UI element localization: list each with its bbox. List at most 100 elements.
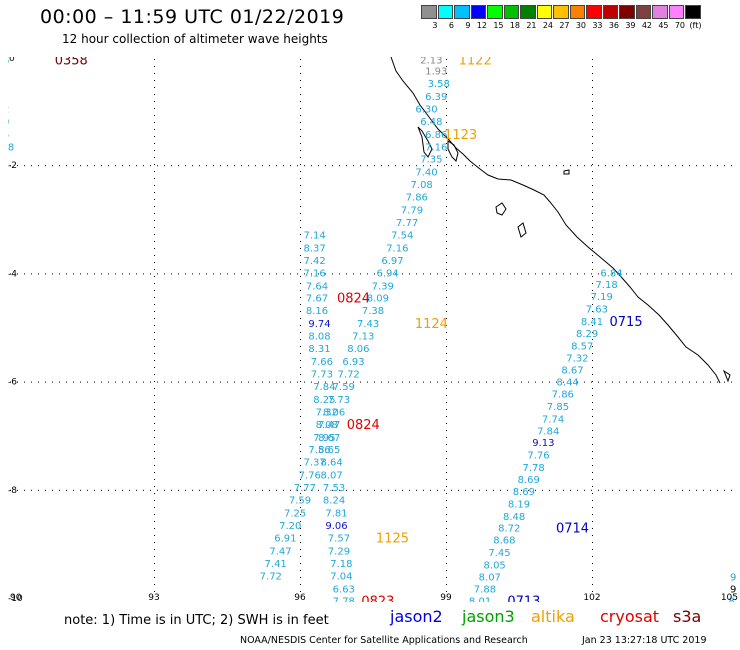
grid-dot: [592, 248, 593, 249]
grid-dot: [300, 542, 301, 543]
grid-dot: [592, 311, 593, 312]
grid-dot: [154, 416, 155, 417]
grid-dot: [300, 276, 301, 277]
grid-dot: [446, 143, 447, 144]
grid-dot: [592, 577, 593, 578]
grid-dot: [269, 381, 270, 383]
x-tick-label: 105: [721, 593, 738, 602]
grid-dot: [592, 234, 593, 235]
grid-dot: [446, 73, 447, 74]
wave-height-label: 7.79: [401, 206, 423, 217]
grid-dot: [38, 489, 39, 491]
wave-height-label: 7.86: [552, 390, 574, 401]
grid-dot: [66, 489, 67, 491]
footer-credit: NOAA/NESDIS Center for Satellite Applica…: [240, 635, 528, 646]
grid-dot: [528, 273, 529, 275]
wave-height-label: 8.05: [484, 560, 506, 571]
wave-height-label: 6.63: [333, 584, 355, 595]
grid-dot: [154, 381, 155, 382]
grid-dot: [206, 381, 207, 383]
grid-dot: [154, 206, 155, 207]
grid-dot: [360, 381, 361, 383]
grid-dot: [300, 262, 301, 263]
grid-dot: [703, 381, 704, 383]
grid-dot: [227, 381, 228, 383]
grid-dot: [446, 367, 447, 368]
grid-dot: [353, 165, 354, 167]
scale-label: (ft): [689, 21, 702, 30]
grid-dot: [584, 381, 585, 383]
grid-dot: [136, 489, 137, 491]
grid-dot: [300, 591, 301, 592]
grid-dot: [479, 273, 480, 275]
grid-dot: [300, 241, 301, 242]
grid-dot: [318, 273, 319, 275]
grid-dot: [115, 165, 116, 167]
grid-dot: [300, 73, 301, 74]
grid-dot: [592, 94, 593, 95]
wave-height-label: 9.74: [308, 319, 330, 330]
grid-dot: [446, 402, 447, 403]
wave-height-label: 7.16: [386, 243, 408, 254]
grid-dot: [689, 273, 690, 275]
grid-dot: [563, 381, 564, 383]
grid-dot: [592, 388, 593, 389]
wave-height-label: 8.06: [347, 344, 369, 355]
grid-dot: [10, 381, 11, 383]
grid-dot: [374, 165, 375, 167]
grid-dot: [367, 381, 368, 383]
wave-height-label: 8.: [728, 597, 738, 602]
grid-dot: [332, 273, 333, 275]
grid-dot: [171, 381, 172, 383]
grid-dot: [446, 87, 447, 88]
grid-dot: [332, 489, 333, 491]
legend-altika: altika: [531, 607, 575, 626]
grid-dot: [171, 273, 172, 275]
grid-dot: [556, 273, 557, 275]
grid-dot: [220, 381, 221, 383]
grid-dot: [446, 409, 447, 410]
grid-dot: [300, 570, 301, 571]
wave-height-label: 7.72: [338, 369, 360, 380]
island-e: [563, 169, 570, 175]
grid-dot: [304, 273, 305, 275]
grid-dot: [598, 165, 599, 167]
scale-swatch: [635, 5, 651, 19]
grid-dot: [154, 486, 155, 487]
grid-dot: [255, 489, 256, 491]
grid-dot: [262, 165, 263, 167]
grid-dot: [213, 165, 214, 167]
grid-dot: [592, 227, 593, 228]
wave-height-label: 8.68: [493, 536, 515, 547]
grid-dot: [612, 165, 613, 167]
grid-dot: [592, 353, 593, 354]
grid-dot: [556, 165, 557, 167]
grid-dot: [549, 165, 550, 167]
grid-dot: [591, 489, 592, 491]
wave-height-label: 7.16: [425, 142, 447, 153]
grid-dot: [143, 489, 144, 491]
grid-dot: [661, 165, 662, 167]
grid-dot: [430, 165, 431, 167]
grid-dot: [446, 346, 447, 347]
grid-dot: [446, 339, 447, 340]
grid-dot: [154, 136, 155, 137]
grid-dot: [300, 185, 301, 186]
grid-dot: [290, 273, 291, 275]
grid-dot: [101, 489, 102, 491]
grid-dot: [446, 353, 447, 354]
grid-dot: [154, 360, 155, 361]
grid-dot: [592, 458, 593, 459]
grid-dot: [122, 381, 123, 383]
grid-dot: [300, 353, 301, 354]
wave-height-label: 7.85: [547, 402, 569, 413]
grid-dot: [248, 165, 249, 167]
grid-dot: [446, 283, 447, 284]
grid-dot: [465, 489, 466, 491]
grid-dot: [300, 409, 301, 410]
wave-height-label: 7.54: [391, 230, 413, 241]
grid-dot: [262, 489, 263, 491]
wave-height-label: 8.31: [308, 344, 330, 355]
grid-dot: [59, 273, 60, 275]
grid-dot: [528, 381, 529, 383]
